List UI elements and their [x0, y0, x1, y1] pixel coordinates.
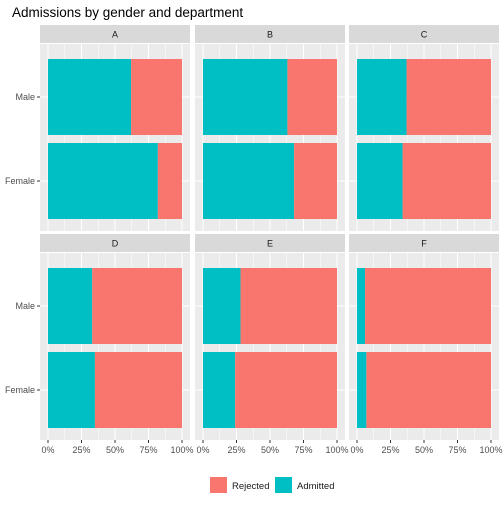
bar-admitted-male	[203, 59, 288, 135]
y-tick-label: Male	[15, 92, 35, 102]
bar-rejected-female	[235, 352, 337, 428]
bar-admitted-female	[357, 143, 403, 219]
y-tick-label: Female	[5, 385, 35, 395]
x-tick-label: 100%	[325, 445, 348, 455]
facet-strip-label: E	[267, 239, 273, 249]
x-tick-label: 25%	[72, 445, 90, 455]
x-tick-label: 0%	[41, 445, 54, 455]
x-tick-label: 50%	[415, 445, 433, 455]
y-tick-label: Female	[5, 176, 35, 186]
facet-strip-label: D	[112, 239, 119, 249]
bar-rejected-male	[287, 59, 337, 135]
bar-rejected-female	[157, 143, 182, 219]
facet-strip	[40, 25, 190, 43]
facet-B: B	[195, 25, 345, 231]
facet-strip-label: A	[112, 30, 118, 40]
bar-admitted-male	[48, 268, 93, 344]
facet-F: F 0% 25% 50% 75% 100%	[349, 234, 503, 455]
x-tick-label: 75%	[139, 445, 157, 455]
x-tick-label: 50%	[106, 445, 124, 455]
bar-admitted-female	[203, 143, 295, 219]
bar-admitted-male	[357, 59, 407, 135]
legend-swatch	[210, 477, 227, 493]
facet-strip	[195, 234, 345, 252]
bar-admitted-female	[357, 352, 367, 428]
bar-rejected-male	[365, 268, 491, 344]
facet-strip	[195, 25, 345, 43]
legend-label: Rejected	[232, 481, 270, 492]
facet-E: E 0% 25% 50% 75% 100%	[195, 234, 349, 455]
bar-rejected-female	[294, 143, 337, 219]
chart-title: Admissions by gender and department	[12, 5, 243, 20]
bar-rejected-male	[406, 59, 491, 135]
legend-swatch	[275, 477, 292, 493]
facet-strip-label: C	[421, 30, 428, 40]
bar-rejected-female	[366, 352, 491, 428]
facet-strip-label: F	[421, 239, 427, 249]
bar-rejected-male	[240, 268, 337, 344]
x-tick-label: 25%	[227, 445, 245, 455]
facet-strip	[349, 25, 499, 43]
facet-C: C	[349, 25, 499, 231]
facet-strip-label: B	[267, 30, 273, 40]
legend: Rejected Admitted	[210, 477, 335, 493]
x-tick-label: 0%	[350, 445, 363, 455]
bar-admitted-female	[48, 143, 158, 219]
legend-item-rejected: Rejected	[210, 477, 270, 493]
facet-D: D Male Female 0% 25% 50% 75% 100%	[5, 234, 194, 455]
facet-strip	[40, 234, 190, 252]
bar-admitted-male	[203, 268, 241, 344]
bar-rejected-female	[94, 352, 182, 428]
x-tick-label: 25%	[381, 445, 399, 455]
x-tick-label: 75%	[294, 445, 312, 455]
bar-admitted-male	[48, 59, 132, 135]
facet-strip	[349, 234, 499, 252]
bar-rejected-female	[402, 143, 491, 219]
legend-item-admitted: Admitted	[275, 477, 335, 493]
bar-admitted-female	[203, 352, 236, 428]
x-tick-label: 100%	[170, 445, 193, 455]
bar-admitted-female	[48, 352, 95, 428]
y-tick-label: Male	[15, 301, 35, 311]
x-tick-label: 100%	[479, 445, 502, 455]
facet-A: A Male Female	[5, 25, 190, 231]
x-tick-label: 75%	[448, 445, 466, 455]
bar-rejected-male	[131, 59, 182, 135]
x-tick-label: 0%	[196, 445, 209, 455]
bar-admitted-male	[357, 268, 366, 344]
x-tick-label: 50%	[261, 445, 279, 455]
bar-rejected-male	[92, 268, 182, 344]
legend-label: Admitted	[297, 481, 335, 492]
